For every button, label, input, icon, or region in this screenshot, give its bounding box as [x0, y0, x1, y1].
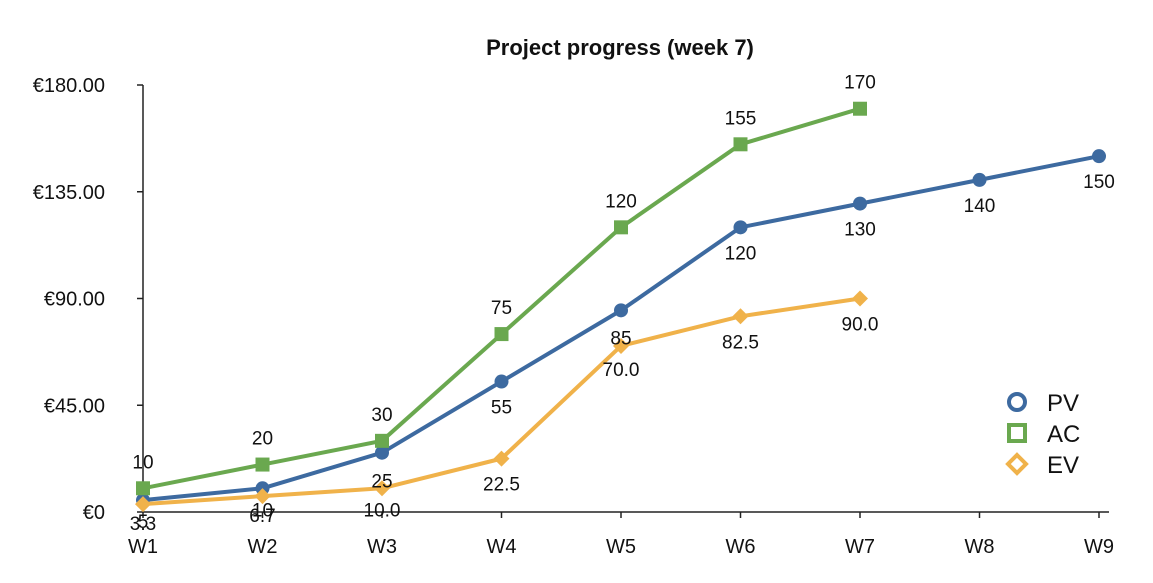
data-label-pv: 120: [725, 243, 757, 264]
data-labels: 5 10 25 55 85 120 130 140 150 10 20 30 75 120 155 170 3.…: [130, 73, 1115, 535]
data-label-pv: 55: [491, 398, 512, 419]
data-label-ev: 22.5: [483, 475, 520, 496]
data-point-ev: [613, 337, 629, 354]
data-label-pv: 130: [844, 220, 876, 241]
data-label-ev: 3.3: [130, 514, 156, 535]
data-point-ac: [255, 457, 270, 472]
data-point-ac: [375, 433, 389, 448]
legend-label: PV: [1047, 390, 1079, 417]
data-label-ev: 90.0: [842, 315, 879, 336]
data-label-ac: 120: [605, 191, 637, 212]
data-point-ac: [614, 220, 628, 235]
x-tick-label: W7: [845, 536, 875, 558]
data-point-ac: [853, 101, 867, 116]
legend-item-pv: PV: [1007, 390, 1079, 417]
y-tick-label: €45.00: [44, 395, 105, 417]
legend: PV AC EV: [1005, 390, 1080, 479]
x-tick-label: W4: [487, 536, 517, 558]
data-label-ac: 170: [844, 73, 876, 94]
data-label-ac: 30: [371, 405, 392, 426]
data-point-pv: [494, 374, 509, 389]
x-tick-label: W5: [606, 536, 636, 558]
data-label-ac: 20: [252, 429, 273, 450]
y-tick-label: €90.00: [44, 289, 105, 311]
data-point-ev: [493, 450, 510, 467]
data-label-ac: 10: [132, 452, 153, 473]
data-label-pv: 85: [610, 328, 631, 349]
series-layer: [135, 101, 1106, 513]
data-label-ev: 70.0: [603, 360, 640, 381]
legend-marker: [1007, 392, 1027, 412]
x-tick-label: W1: [128, 536, 158, 558]
data-label-pv: 140: [964, 196, 996, 217]
chart-title: Project progress (week 7): [486, 35, 754, 60]
data-point-ac: [136, 481, 150, 496]
x-tick-label: W3: [367, 536, 397, 558]
data-point-ev: [254, 488, 271, 505]
data-label-pv: 10: [252, 500, 273, 521]
data-point-ac: [733, 137, 748, 152]
legend-marker: [1005, 452, 1029, 476]
x-tick-label: W2: [248, 536, 278, 558]
x-tick-label: W6: [726, 536, 756, 558]
axes: €0 €45.00 €90.00 €135.00 €180.00 W1 W2 W3 W4 W5 W6…: [33, 75, 1114, 558]
data-point-pv: [853, 196, 867, 211]
data-label-pv: 150: [1083, 172, 1115, 193]
data-point-ev: [852, 290, 868, 307]
data-point-pv: [614, 303, 628, 318]
y-tick-label: €180.00: [33, 75, 105, 97]
legend-item-ac: AC: [1007, 421, 1080, 448]
data-point-pv: [1092, 149, 1106, 164]
series-ac: [136, 101, 867, 496]
data-point-pv: [972, 172, 987, 187]
y-tick-label: €0: [83, 502, 105, 524]
legend-label: EV: [1047, 452, 1079, 479]
data-point-ac: [494, 327, 509, 342]
series-ev: [135, 290, 868, 513]
data-label-ev: 10.0: [364, 500, 401, 521]
data-point-ev: [732, 308, 749, 325]
x-tick-label: W9: [1084, 536, 1114, 558]
data-label-ev: 6.7: [249, 506, 275, 527]
series-pv: [136, 149, 1106, 508]
data-label-pv: 25: [371, 472, 392, 493]
data-label-ac: 155: [725, 108, 757, 129]
data-point-ev: [374, 480, 390, 497]
data-point-pv: [733, 220, 748, 235]
data-point-pv: [375, 445, 389, 460]
legend-item-ev: EV: [1005, 452, 1079, 479]
data-label-ac: 75: [491, 298, 512, 319]
legend-label: AC: [1047, 421, 1080, 448]
legend-marker: [1007, 423, 1027, 443]
x-tick-label: W8: [965, 536, 995, 558]
data-label-ev: 82.5: [722, 332, 759, 353]
data-label-pv: 5: [138, 512, 149, 533]
y-tick-label: €135.00: [33, 182, 105, 204]
data-point-ev: [135, 496, 151, 513]
